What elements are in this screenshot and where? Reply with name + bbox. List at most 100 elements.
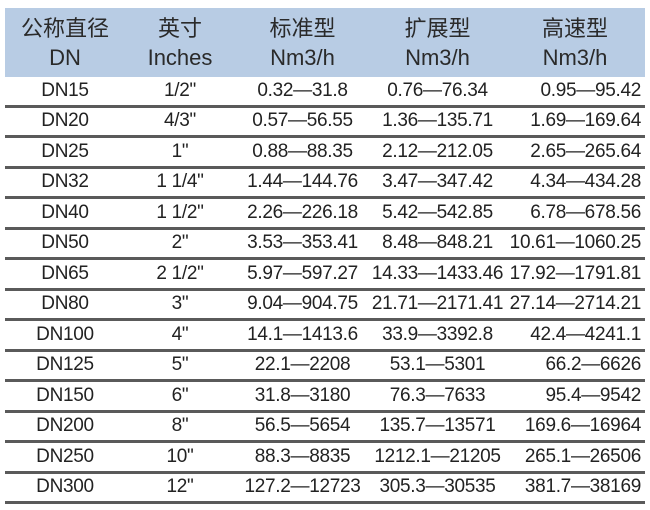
cell-nominal-diameter: DN32 [41, 171, 89, 193]
cell-extended-flow: 8.48—848.21 [382, 232, 493, 254]
cell-high-speed-flow: 27.14—2714.21 [509, 293, 642, 315]
cell-nominal-diameter: DN150 [36, 384, 94, 406]
header-title: 标准型 [269, 15, 336, 41]
table-row: DN15 1/2" 0.32—31.8 0.76—76.34 0.95—95.42 [5, 77, 645, 108]
cell-nominal-diameter: DN65 [41, 262, 89, 284]
cell-standard-flow: 0.57—56.55 [252, 110, 353, 132]
cell-standard-flow: 0.32—31.8 [257, 79, 348, 101]
table-header: 公称直径 DN 英寸 Inches 标准型 Nm3/h 扩展型 Nm3/h 高速型 Nm3/h [5, 8, 645, 77]
cell-standard-flow: 9.04—904.75 [247, 293, 358, 315]
cell-extended-flow: 1.36—135.71 [382, 110, 493, 132]
header-high-speed-flow: 高速型 Nm3/h [505, 8, 645, 77]
cell-inches: 4" [171, 323, 189, 345]
cell-standard-flow: 88.3—8835 [254, 445, 351, 467]
table-row: DN250 10" 88.3—8835 1212.1—21205 265.1—26506 [5, 443, 645, 474]
header-title: 扩展型 [404, 15, 471, 41]
header-extended-flow: 扩展型 Nm3/h [370, 8, 505, 77]
cell-nominal-diameter: DN250 [36, 445, 94, 467]
cell-inches: 2 1/2" [156, 262, 204, 284]
cell-inches: 12" [166, 476, 194, 498]
cell-inches: 6" [171, 384, 189, 406]
table-row: DN125 5" 22.1—2208 53.1—5301 66.2—6626 [5, 352, 645, 382]
cell-extended-flow: 14.33—1433.46 [371, 262, 504, 284]
cell-extended-flow: 135.7—13571 [379, 415, 496, 437]
cell-nominal-diameter: DN25 [41, 140, 89, 162]
header-inches: 英寸 Inches [125, 8, 235, 77]
cell-high-speed-flow: 265.1—26506 [524, 445, 641, 467]
cell-high-speed-flow: 10.61—1060.25 [509, 232, 642, 254]
header-unit: Inches [147, 44, 213, 70]
cell-standard-flow: 5.97—597.27 [247, 262, 358, 284]
header-title: 公称直径 [20, 15, 109, 41]
cell-nominal-diameter: DN300 [36, 476, 94, 498]
table-row: DN65 2 1/2" 5.97—597.27 14.33—1433.46 17.92—… [5, 260, 645, 291]
cell-nominal-diameter: DN15 [41, 79, 89, 101]
cell-extended-flow: 1212.1—21205 [374, 445, 501, 467]
table-row: DN40 1 1/2" 2.26—226.18 5.42—542.85 6.78—678… [5, 199, 645, 230]
header-title: 英寸 [157, 15, 202, 41]
header-nominal-diameter: 公称直径 DN [5, 8, 125, 77]
header-unit: Nm3/h [270, 44, 335, 70]
cell-nominal-diameter: DN125 [36, 354, 94, 376]
cell-standard-flow: 2.26—226.18 [247, 201, 358, 223]
table-row: DN100 4" 14.1—1413.6 33.9—3392.8 42.4—4241.1 [5, 321, 645, 352]
cell-high-speed-flow: 4.34—434.28 [530, 171, 641, 193]
cell-high-speed-flow: 6.78—678.56 [530, 201, 641, 223]
cell-inches: 1/2" [164, 79, 196, 101]
cell-nominal-diameter: DN80 [41, 293, 89, 315]
cell-inches: 10" [166, 445, 194, 467]
table-body: DN15 1/2" 0.32—31.8 0.76—76.34 0.95—95.42 DN2… [5, 77, 645, 504]
header-unit: DN [49, 44, 81, 70]
cell-standard-flow: 3.53—353.41 [247, 232, 358, 254]
cell-standard-flow: 56.5—5654 [254, 415, 351, 437]
cell-extended-flow: 5.42—542.85 [382, 201, 493, 223]
cell-inches: 1" [171, 140, 189, 162]
cell-extended-flow: 3.47—347.42 [382, 171, 493, 193]
header-standard-flow: 标准型 Nm3/h [235, 8, 370, 77]
cell-inches: 4/3" [164, 110, 196, 132]
table-row: DN150 6" 31.8—3180 76.3—7633 95.4—9542 [5, 382, 645, 413]
cell-high-speed-flow: 2.65—265.64 [530, 140, 641, 162]
cell-high-speed-flow: 1.69—169.64 [530, 110, 641, 132]
cell-extended-flow: 21.71—2171.41 [371, 293, 504, 315]
cell-high-speed-flow: 381.7—38169 [524, 476, 641, 498]
table-row: DN80 3" 9.04—904.75 21.71—2171.41 27.14—2714… [5, 291, 645, 321]
cell-nominal-diameter: DN50 [41, 232, 89, 254]
table-row: DN300 12" 127.2—12723 305.3—30535 381.7—3816… [5, 474, 645, 504]
cell-high-speed-flow: 169.6—16964 [524, 415, 641, 437]
cell-inches: 5" [171, 354, 189, 376]
cell-high-speed-flow: 95.4—9542 [545, 384, 641, 406]
header-title: 高速型 [541, 15, 608, 41]
cell-standard-flow: 31.8—3180 [254, 384, 351, 406]
cell-extended-flow: 53.1—5301 [389, 354, 486, 376]
cell-high-speed-flow: 0.95—95.42 [540, 79, 641, 101]
cell-inches: 1 1/2" [156, 201, 204, 223]
table-row: DN20 4/3" 0.57—56.55 1.36—135.71 1.69—169.64 [5, 108, 645, 138]
cell-standard-flow: 22.1—2208 [254, 354, 351, 376]
cell-standard-flow: 1.44—144.76 [247, 171, 358, 193]
cell-high-speed-flow: 42.4—4241.1 [530, 323, 641, 345]
cell-high-speed-flow: 17.92—1791.81 [509, 262, 642, 284]
cell-standard-flow: 0.88—88.35 [252, 140, 353, 162]
cell-extended-flow: 305.3—30535 [379, 476, 496, 498]
cell-extended-flow: 0.76—76.34 [387, 79, 488, 101]
cell-standard-flow: 14.1—1413.6 [247, 323, 358, 345]
cell-extended-flow: 76.3—7633 [389, 384, 486, 406]
cell-inches: 8" [171, 415, 189, 437]
header-unit: Nm3/h [542, 44, 608, 70]
table-row: DN25 1" 0.88—88.35 2.12—212.05 2.65—265.64 [5, 138, 645, 169]
table-row: DN50 2" 3.53—353.41 8.48—848.21 10.61—1060.2… [5, 230, 645, 260]
flow-rate-table: 公称直径 DN 英寸 Inches 标准型 Nm3/h 扩展型 Nm3/h 高速型 Nm3/h D… [5, 8, 645, 504]
cell-nominal-diameter: DN40 [41, 201, 89, 223]
cell-inches: 1 1/4" [156, 171, 204, 193]
header-unit: Nm3/h [405, 44, 470, 70]
cell-nominal-diameter: DN20 [41, 110, 89, 132]
cell-inches: 3" [171, 293, 189, 315]
cell-high-speed-flow: 66.2—6626 [545, 354, 641, 376]
table-row: DN32 1 1/4" 1.44—144.76 3.47—347.42 4.34—434… [5, 169, 645, 199]
cell-extended-flow: 2.12—212.05 [382, 140, 493, 162]
cell-inches: 2" [171, 232, 189, 254]
cell-nominal-diameter: DN200 [36, 415, 94, 437]
cell-nominal-diameter: DN100 [36, 323, 94, 345]
cell-standard-flow: 127.2—12723 [244, 476, 361, 498]
